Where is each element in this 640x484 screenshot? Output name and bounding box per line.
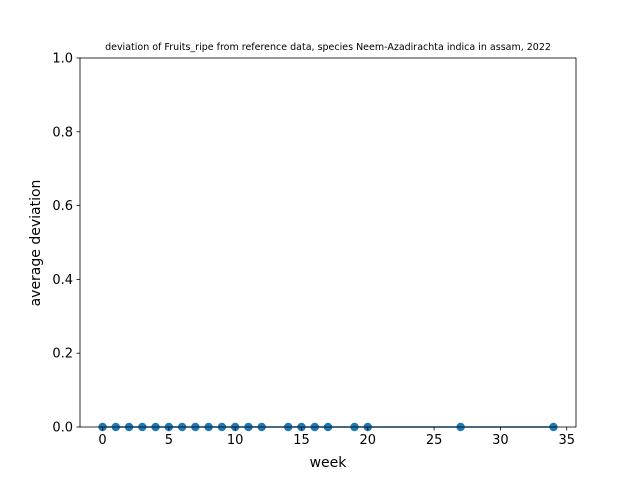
x-tick-label: 20 [360, 433, 377, 448]
x-axis: 0 5 10 15 20 25 30 35 [98, 427, 575, 448]
chart-title: deviation of Fruits_ripe from reference … [105, 42, 551, 53]
y-axis-label: average deviation [28, 180, 44, 307]
x-axis-label: week [310, 455, 348, 471]
y-tick-label: 0.8 [52, 125, 73, 140]
plot-area [79, 57, 577, 432]
x-tick-label: 25 [426, 433, 443, 448]
y-tick-label: 1.0 [52, 52, 73, 67]
x-tick-label: 35 [558, 433, 575, 448]
x-tick-label: 5 [165, 433, 173, 448]
y-tick-label: 0.4 [52, 273, 73, 288]
y-tick-label: 0.2 [52, 347, 73, 362]
x-tick-label: 15 [293, 433, 310, 448]
x-tick-label: 30 [492, 433, 509, 448]
x-tick-label: 0 [98, 433, 106, 448]
plot-frame [79, 57, 577, 428]
y-axis: 0.0 0.2 0.4 0.6 0.8 1.0 [52, 52, 80, 436]
x-tick-label: 10 [227, 433, 244, 448]
y-tick-label: 0.6 [52, 199, 73, 214]
y-tick-label: 0.0 [52, 421, 73, 436]
